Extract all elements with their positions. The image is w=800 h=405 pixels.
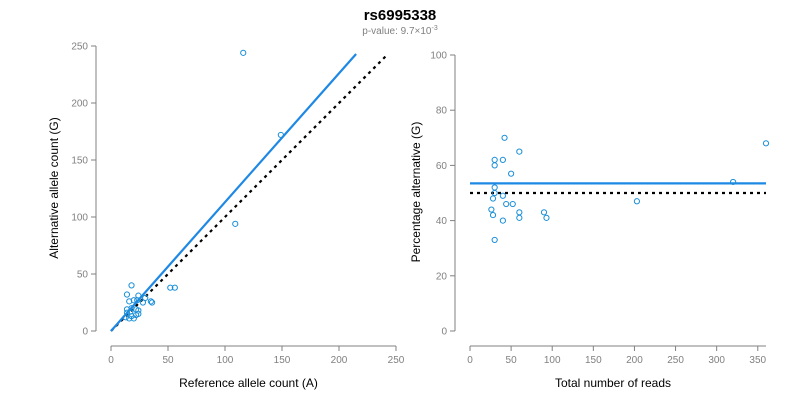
percentage-data-point bbox=[489, 211, 497, 219]
percentage-x-tick-label: 0 bbox=[467, 355, 473, 366]
allele-data-point bbox=[277, 131, 284, 139]
percentage-data-point bbox=[516, 214, 523, 221]
allele-fit-line bbox=[110, 53, 357, 332]
percentage-x-axis-label: Total number of reads bbox=[555, 376, 671, 390]
percentage-y-tick-label: 0 bbox=[441, 327, 447, 338]
subtitle-exponent: -3 bbox=[431, 25, 437, 32]
allele-data-point bbox=[139, 299, 147, 306]
percentage-data-point bbox=[540, 209, 548, 216]
allele-y-tick-label: 200 bbox=[71, 99, 88, 110]
percentage-data-point bbox=[762, 140, 770, 147]
percentage-data-point bbox=[499, 217, 506, 224]
percentage-alternative-scatter-panel: 0 50 100 150 200 250 300 350 0 20 40 60 80 100 Total n… bbox=[409, 51, 770, 390]
percentage-data-point bbox=[633, 198, 641, 205]
chart-subtitle: p-value: 9.7×10-3 bbox=[362, 25, 438, 37]
allele-data-point bbox=[167, 284, 174, 291]
percentage-data-point bbox=[491, 189, 498, 197]
allele-data-point bbox=[126, 298, 133, 305]
percentage-data-point bbox=[509, 200, 516, 208]
percentage-x-tick-label: 300 bbox=[708, 355, 725, 366]
allele-x-tick-label: 50 bbox=[162, 355, 174, 366]
allele-x-tick-label: 0 bbox=[108, 355, 114, 366]
allele-x-tick-label: 150 bbox=[274, 355, 291, 366]
percentage-data-point bbox=[501, 134, 508, 141]
allele-y-tick-label: 100 bbox=[71, 213, 88, 224]
allele-y-axis-label: Alternative allele count (G) bbox=[47, 117, 61, 258]
subtitle-prefix: p-value: 9.7×10 bbox=[362, 26, 432, 37]
allele-data-point bbox=[232, 220, 239, 227]
percentage-x-tick-label: 250 bbox=[667, 355, 684, 366]
percentage-data-point bbox=[491, 184, 498, 191]
allele-x-tick-label: 200 bbox=[331, 355, 348, 366]
percentage-y-axis-label: Percentage alternative (G) bbox=[409, 122, 423, 263]
percentage-x-tick-label: 350 bbox=[749, 355, 766, 366]
allele-data-point bbox=[123, 291, 131, 298]
percentage-data-point bbox=[516, 209, 523, 216]
percentage-data-point bbox=[491, 236, 498, 244]
allele-x-axis-label: Reference allele count (A) bbox=[179, 376, 318, 390]
percentage-data-point bbox=[503, 200, 510, 208]
percentage-y-tick-label: 20 bbox=[436, 271, 448, 282]
percentage-x-tick-label: 150 bbox=[585, 355, 602, 366]
allele-data-point bbox=[132, 311, 140, 319]
allele-count-scatter-panel: 0 50 100 150 200 250 0 50 100 150 200 250 Reference … bbox=[47, 42, 405, 391]
percentage-x-tick-label: 50 bbox=[506, 355, 518, 366]
percentage-data-point bbox=[488, 206, 495, 213]
allele-y-tick-label: 0 bbox=[82, 327, 88, 338]
percentage-data-point bbox=[499, 192, 506, 199]
percentage-data-point bbox=[508, 170, 515, 177]
allele-y-tick-label: 250 bbox=[71, 42, 88, 53]
allele-data-point bbox=[240, 49, 247, 56]
allele-data-point bbox=[134, 297, 141, 304]
percentage-data-point bbox=[489, 195, 497, 202]
percentage-y-tick-label: 100 bbox=[430, 51, 447, 62]
allele-y-tick-label: 50 bbox=[77, 270, 89, 281]
percentage-data-point bbox=[499, 156, 506, 163]
percentage-data-point bbox=[491, 162, 498, 169]
percentage-x-tick-label: 200 bbox=[626, 355, 643, 366]
percentage-data-point bbox=[543, 214, 550, 221]
percentage-data-point bbox=[730, 178, 737, 186]
allele-data-point bbox=[147, 298, 154, 305]
allele-y-tick-label: 150 bbox=[71, 156, 88, 167]
allele-data-point bbox=[122, 314, 129, 321]
percentage-data-point bbox=[491, 156, 498, 163]
percentage-data-point bbox=[516, 148, 523, 155]
percentage-y-tick-label: 60 bbox=[436, 161, 448, 172]
chart-title: rs6995338 bbox=[364, 7, 437, 24]
percentage-y-tick-label: 80 bbox=[436, 106, 448, 117]
percentage-x-tick-label: 100 bbox=[544, 355, 561, 366]
allele-x-tick-label: 100 bbox=[217, 355, 234, 366]
allele-data-point bbox=[128, 282, 135, 289]
percentage-y-tick-label: 40 bbox=[436, 216, 448, 227]
allele-data-point bbox=[171, 284, 178, 291]
allele-data-point bbox=[148, 299, 156, 306]
allele-x-tick-label: 250 bbox=[388, 355, 405, 366]
allele-reference-line bbox=[110, 53, 389, 332]
